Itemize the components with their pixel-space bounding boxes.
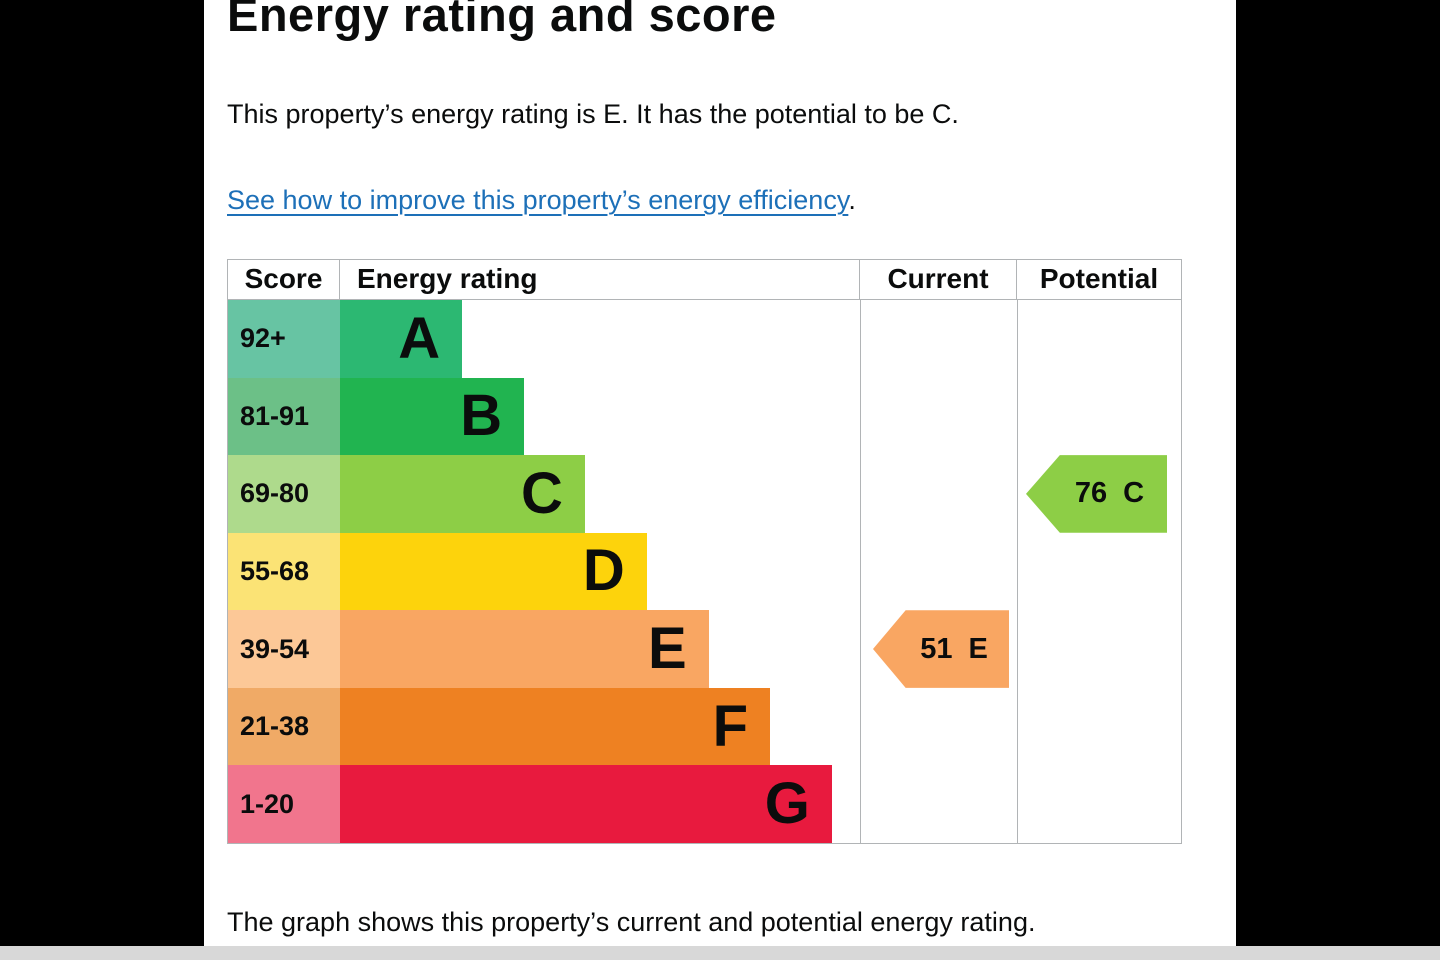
current-cell-d xyxy=(860,532,1017,611)
rating-letter-f: F xyxy=(712,693,749,759)
band-row-d: 55-68 D xyxy=(228,532,1181,611)
potential-cell-g xyxy=(1017,765,1181,843)
rating-bar-e: E xyxy=(340,610,709,688)
chart-header-row: Score Energy rating Current Potential xyxy=(228,260,1181,300)
rating-letter-c: C xyxy=(521,460,563,526)
rating-cell-a: A xyxy=(340,300,860,378)
rating-letter-b: B xyxy=(460,383,503,449)
rating-bar-a: A xyxy=(340,300,463,378)
rating-bar-d: D xyxy=(340,532,647,611)
summary-text: This property’s energy rating is E. It h… xyxy=(227,99,959,129)
letterbox-right xyxy=(1236,0,1440,946)
score-range-b: 81-91 xyxy=(228,377,340,456)
score-range-f: 21-38 xyxy=(228,687,340,766)
current-cell-e: 51 E xyxy=(860,610,1017,688)
band-row-c: 69-80 C 76 C xyxy=(228,455,1181,533)
current-rating-arrow: 51 E xyxy=(873,610,1009,688)
rating-bar-g: G xyxy=(340,765,832,843)
improve-efficiency-link[interactable]: See how to improve this property’s energ… xyxy=(227,185,849,215)
rating-bar-f: F xyxy=(340,687,771,766)
content-area: Energy rating and score This property’s … xyxy=(204,0,1236,946)
rating-bar-c: C xyxy=(340,455,585,533)
potential-cell-c: 76 C xyxy=(1017,455,1181,533)
score-range-g: 1-20 xyxy=(228,765,340,843)
rating-letter-a: A xyxy=(398,305,441,371)
band-row-f: 21-38 F xyxy=(228,687,1181,766)
rating-cell-f: F xyxy=(340,687,860,766)
score-range-d: 55-68 xyxy=(228,532,340,611)
current-cell-f xyxy=(860,687,1017,766)
current-cell-b xyxy=(860,377,1017,456)
bottom-strip xyxy=(0,946,1440,960)
potential-cell-a xyxy=(1017,300,1181,378)
energy-rating-chart: Score Energy rating Current Potential 92… xyxy=(227,259,1182,844)
band-row-e: 39-54 E 51 E xyxy=(228,610,1181,688)
current-cell-a xyxy=(860,300,1017,378)
rating-letter-d: D xyxy=(582,538,625,604)
rating-cell-b: B xyxy=(340,377,860,456)
letterbox-left xyxy=(0,0,204,946)
page-title: Energy rating and score xyxy=(227,0,777,41)
rating-letter-e: E xyxy=(647,616,687,682)
rating-cell-d: D xyxy=(340,532,860,611)
current-cell-c xyxy=(860,455,1017,533)
rating-cell-e: E xyxy=(340,610,860,688)
score-range-a: 92+ xyxy=(228,300,340,378)
score-range-c: 69-80 xyxy=(228,455,340,533)
band-row-b: 81-91 B xyxy=(228,377,1181,456)
potential-score: 76 xyxy=(1074,477,1108,510)
header-current: Current xyxy=(860,260,1017,300)
band-row-a: 92+ A xyxy=(228,300,1181,378)
score-range-e: 39-54 xyxy=(228,610,340,688)
potential-cell-b xyxy=(1017,377,1181,456)
header-energy-rating: Energy rating xyxy=(340,260,860,300)
current-score: 51 xyxy=(920,632,953,665)
header-score: Score xyxy=(228,260,340,300)
rating-bar-b: B xyxy=(340,377,525,456)
rating-cell-g: G xyxy=(340,765,860,843)
graph-caption: The graph shows this property’s current … xyxy=(227,906,1036,937)
current-cell-g xyxy=(860,765,1017,843)
potential-rating-arrow: 76 C xyxy=(1026,455,1167,533)
potential-cell-e xyxy=(1017,610,1181,688)
rating-letter-g: G xyxy=(764,771,810,837)
link-suffix: . xyxy=(848,185,856,215)
link-line: See how to improve this property’s energ… xyxy=(227,184,1236,216)
potential-cell-d xyxy=(1017,532,1181,611)
potential-cell-f xyxy=(1017,687,1181,766)
header-potential: Potential xyxy=(1017,260,1181,300)
current-grade: E xyxy=(968,632,988,665)
band-row-g: 1-20 G xyxy=(228,765,1181,843)
rating-cell-c: C xyxy=(340,455,860,533)
potential-grade: C xyxy=(1123,477,1145,510)
